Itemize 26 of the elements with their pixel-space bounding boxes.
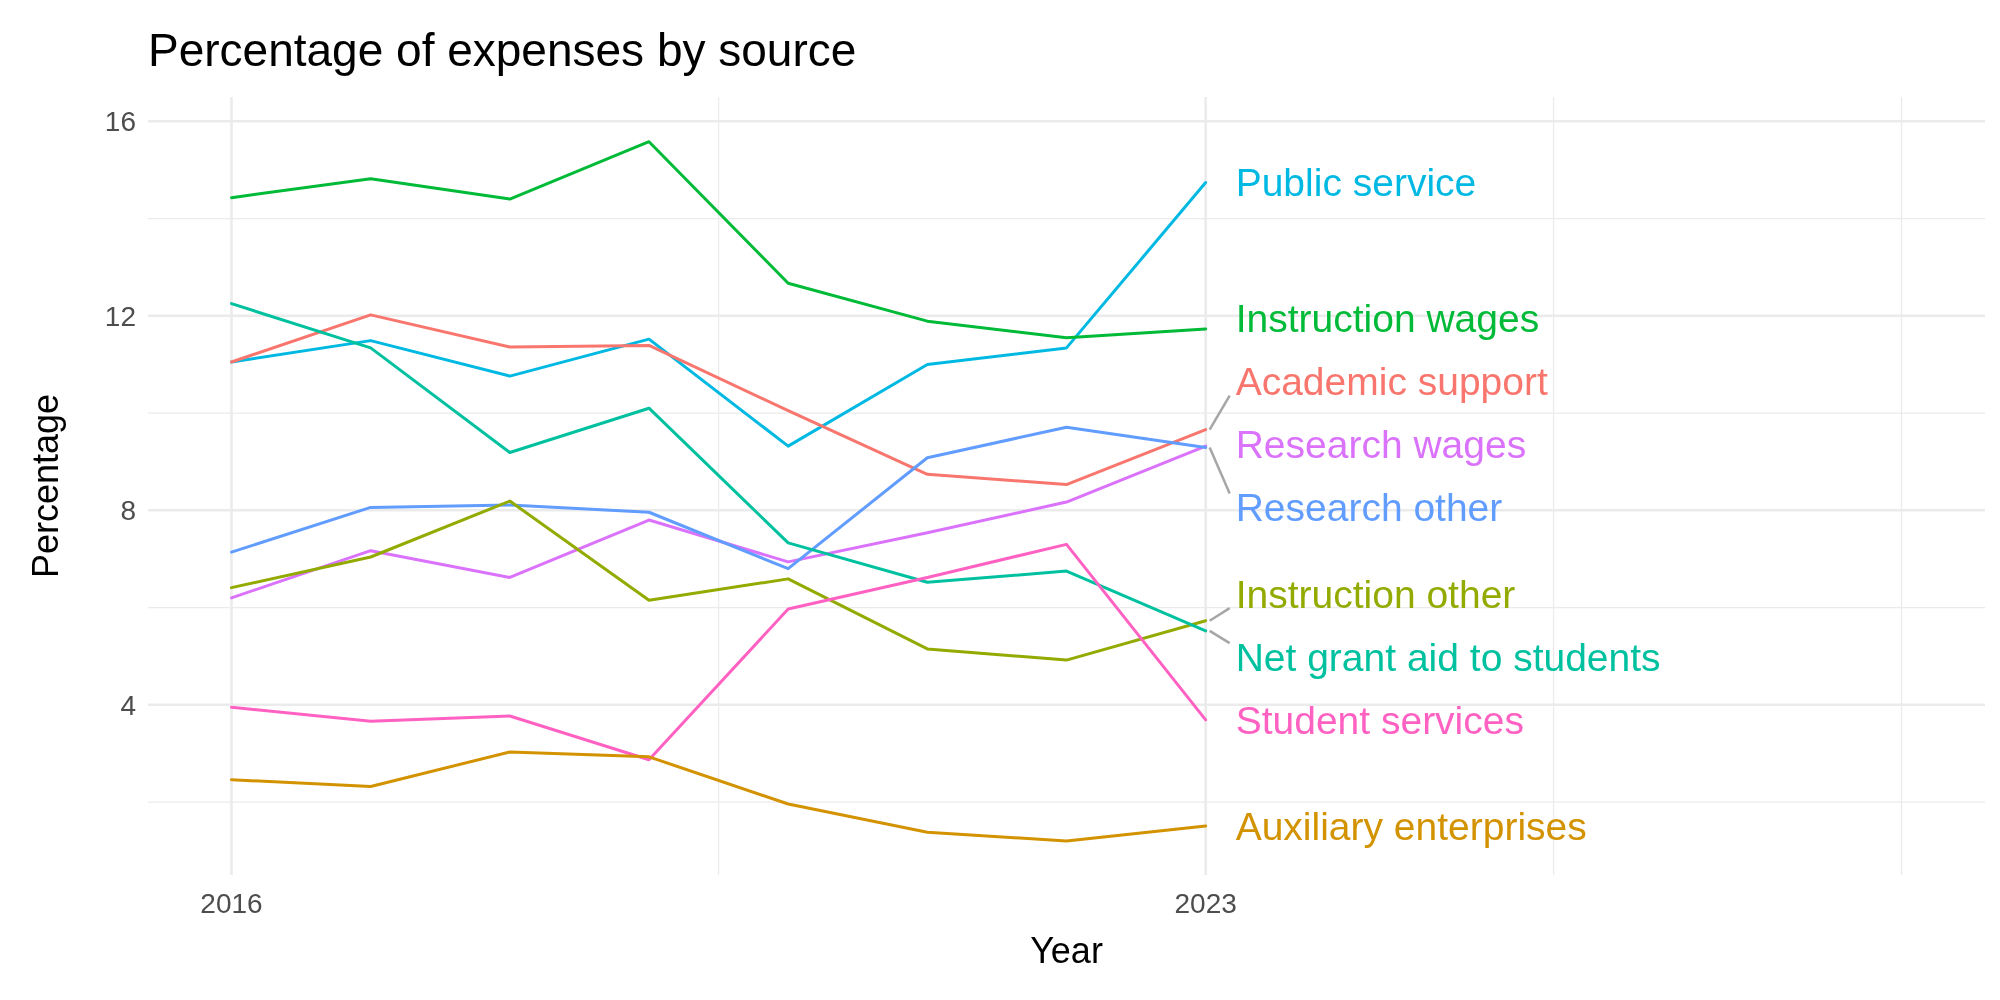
series-label: Research other [1235, 486, 1503, 530]
series-label: Research wages [1235, 423, 1527, 467]
line-series [230, 302, 1208, 633]
y-tick-label: 4 [120, 689, 136, 721]
line-series [230, 444, 1208, 600]
line-series [230, 313, 1208, 487]
x-tick-label: 2016 [200, 888, 263, 919]
x-tick-label: 2023 [1174, 888, 1237, 919]
series-label: Student services [1235, 698, 1524, 742]
series-label: Net grant aid to students [1235, 635, 1661, 679]
y-axis-title: Percentage [25, 393, 66, 579]
line-series [230, 542, 1208, 762]
series-label: Auxiliary enterprises [1235, 804, 1587, 848]
y-tick-label: 8 [120, 495, 136, 527]
series-label: Instruction wages [1235, 297, 1540, 341]
line-series [230, 140, 1208, 340]
line-series [230, 425, 1208, 571]
series-label: Public service [1235, 161, 1477, 205]
series-label: Academic support [1235, 360, 1548, 404]
line-series [230, 499, 1208, 662]
series-label: Instruction other [1235, 572, 1516, 616]
chart-title: Percentage of expenses by source [148, 24, 857, 76]
y-tick-label: 12 [104, 300, 136, 332]
x-axis-title: Year [1030, 930, 1103, 971]
line-series [230, 750, 1208, 843]
y-tick-label: 16 [104, 106, 136, 138]
